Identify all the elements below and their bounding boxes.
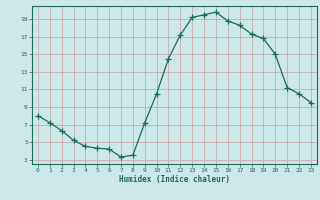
X-axis label: Humidex (Indice chaleur): Humidex (Indice chaleur) <box>119 175 230 184</box>
